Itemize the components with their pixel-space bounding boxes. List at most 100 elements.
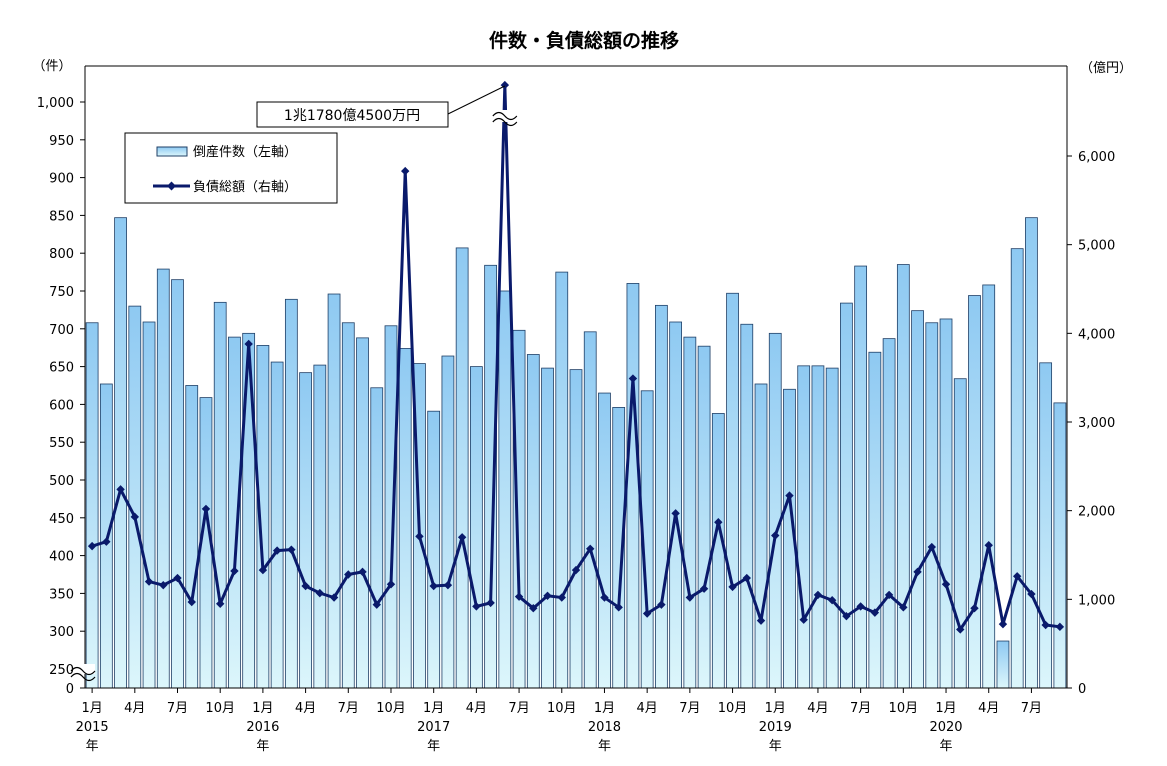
debt-point-25 <box>443 580 453 590</box>
left-tick-label-2: 300 <box>49 625 74 640</box>
debt-point-49 <box>785 491 794 500</box>
bar-55 <box>868 351 882 689</box>
bar-33 <box>555 271 569 689</box>
x-month-label-9: 4月 <box>466 701 487 716</box>
x-month-label-14: 7月 <box>679 701 700 716</box>
debt-point-28 <box>486 598 495 608</box>
left-tick-label-5: 450 <box>49 512 74 527</box>
left-tick-label-15: 950 <box>49 134 74 149</box>
bar-51 <box>811 365 825 689</box>
debt-point-50 <box>799 615 808 624</box>
debt-point-20 <box>372 600 381 609</box>
debt-point-51 <box>813 590 823 600</box>
right-tick-label-5: 5,000 <box>1078 239 1115 254</box>
debt-point-26 <box>457 533 467 542</box>
debt-point-12 <box>258 565 268 575</box>
bar-53 <box>840 302 853 689</box>
right-tick-label-2: 2,000 <box>1078 505 1115 520</box>
x-month-label-1: 4月 <box>124 701 145 716</box>
annotation-leader-line <box>447 85 506 115</box>
x-year-suffix-3: 年 <box>598 739 611 754</box>
x-month-label-17: 4月 <box>807 701 828 716</box>
left-tick-label-14: 900 <box>49 172 74 187</box>
debt-point-63 <box>984 541 993 550</box>
bar-38 <box>626 283 640 689</box>
axis-break-mark-2 <box>70 672 96 682</box>
debt-point-59 <box>927 542 936 552</box>
bar-40 <box>655 304 668 689</box>
bar-18 <box>341 322 355 689</box>
x-month-label-11: 10月 <box>547 701 577 716</box>
bar-15 <box>299 372 312 689</box>
x-month-label-7: 10月 <box>376 701 406 716</box>
axis-break-mask <box>71 664 95 674</box>
legend: 倒産件数（左軸） 負債総額（右軸） <box>124 132 338 204</box>
left-tick-label-0: 0 <box>66 682 74 697</box>
peak-break-mark-2 <box>492 117 518 127</box>
x-month-label-21: 4月 <box>978 701 999 716</box>
left-tick-label-9: 650 <box>49 361 74 376</box>
debt-point-4 <box>144 577 154 586</box>
bar-16 <box>313 364 327 689</box>
bar-36 <box>598 392 611 689</box>
line-layer <box>87 80 1065 634</box>
x-year-label-3: 2018 <box>588 720 621 735</box>
debt-point-6 <box>173 573 182 583</box>
x-month-label-22: 7月 <box>1021 701 1042 716</box>
debt-point-14 <box>287 545 296 554</box>
bar-61 <box>953 378 967 689</box>
debt-point-47 <box>756 616 766 625</box>
debt-point-2 <box>116 485 125 494</box>
bar-62 <box>968 295 981 689</box>
right-tick-label-6: 6,000 <box>1078 150 1115 165</box>
chart-title: 件数・負債総額の推移 <box>489 29 679 52</box>
debt-point-24 <box>429 581 438 591</box>
left-tick-label-3: 350 <box>49 587 74 602</box>
x-year-suffix-4: 年 <box>769 739 782 754</box>
x-month-label-6: 7月 <box>338 701 359 716</box>
bars-layer <box>85 217 1067 689</box>
x-month-label-15: 10月 <box>718 701 748 716</box>
right-tick-label-4: 4,000 <box>1078 327 1115 342</box>
debt-point-21 <box>386 580 396 589</box>
bar-65 <box>1010 248 1024 689</box>
x-year-label-4: 2019 <box>759 720 792 735</box>
debt-point-13 <box>272 546 282 555</box>
debt-point-61 <box>956 625 965 634</box>
bar-59 <box>925 322 939 689</box>
x-month-label-12: 1月 <box>594 701 615 716</box>
bar-48 <box>768 332 782 689</box>
bar-30 <box>512 329 526 689</box>
bar-19 <box>356 337 369 689</box>
debt-point-8 <box>201 504 211 514</box>
bar-41 <box>669 321 683 689</box>
bar-52 <box>825 367 839 689</box>
bar-14 <box>284 298 298 689</box>
bar-2 <box>114 217 127 689</box>
debt-point-48 <box>771 531 780 540</box>
debt-point-38 <box>628 374 638 383</box>
debt-point-44 <box>714 517 723 527</box>
debt-point-62 <box>970 604 979 613</box>
bar-64 <box>996 640 1010 689</box>
x-month-label-8: 1月 <box>423 701 444 716</box>
bar-13 <box>270 361 284 689</box>
bar-46 <box>740 323 754 689</box>
bar-24 <box>427 410 441 689</box>
right-tick-label-1: 1,000 <box>1078 593 1115 608</box>
bar-42 <box>683 336 697 689</box>
bar-0 <box>85 322 99 689</box>
bar-29 <box>498 290 512 689</box>
bar-34 <box>569 369 583 689</box>
bar-68 <box>1053 402 1067 689</box>
debt-point-53 <box>842 611 851 621</box>
debt-point-45 <box>728 582 737 592</box>
debt-point-15 <box>301 581 310 591</box>
left-tick-label-6: 500 <box>49 474 74 489</box>
right-tick-label-3: 3,000 <box>1078 416 1115 431</box>
debt-point-39 <box>642 609 652 618</box>
legend-bar-swatch <box>156 146 188 157</box>
debt-point-43 <box>699 584 709 593</box>
bar-50 <box>797 365 811 689</box>
